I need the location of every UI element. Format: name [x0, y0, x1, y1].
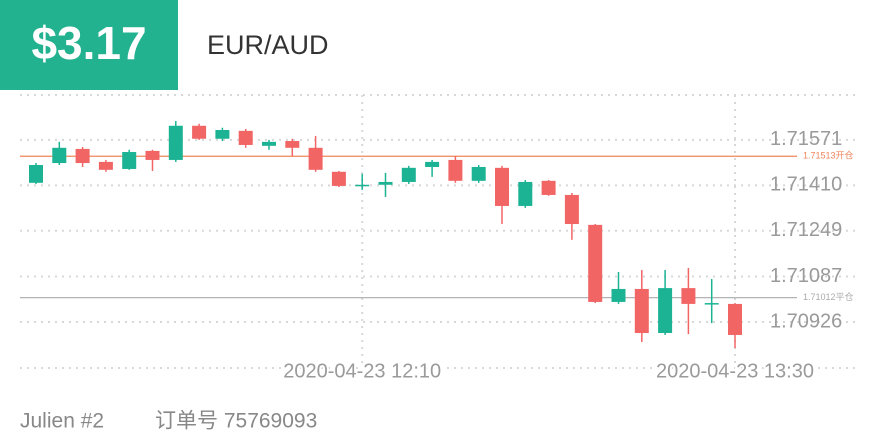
candle-body: [611, 288, 626, 302]
candle-body: [331, 171, 346, 186]
candle-body: [52, 147, 67, 164]
candle-body: [308, 147, 323, 170]
candle-body: [495, 167, 509, 206]
candle-body: [401, 167, 416, 182]
candle-body: [658, 288, 673, 333]
candle-body: [168, 125, 183, 160]
candle-body: [681, 288, 696, 304]
x-tick-label: 2020-04-23 12:10: [283, 360, 441, 382]
candle-body: [425, 161, 440, 167]
candle-body: [285, 141, 300, 148]
trader: Julien #2: [20, 410, 104, 433]
candle-body: [29, 165, 43, 183]
candle-body: [378, 181, 393, 185]
candle-body: [215, 130, 230, 139]
candle-body: [145, 150, 160, 160]
candle-body: [75, 148, 90, 164]
reference-label: 1.71513开仓: [803, 150, 854, 161]
y-tick-label: 1.71571: [770, 128, 842, 150]
y-tick-label: 1.70926: [770, 310, 842, 332]
candle-body: [122, 152, 137, 169]
candle-body: [238, 130, 253, 145]
candle-body: [448, 159, 463, 181]
x-tick-label: 2020-04-23 13:30: [656, 360, 814, 382]
candle-body: [634, 288, 649, 333]
candle-body: [355, 184, 370, 187]
symbol: EUR/AUD: [207, 30, 329, 60]
candle-body: [588, 224, 603, 302]
order-number: 订单号 75769093: [155, 410, 317, 433]
profit: $3.17: [31, 17, 146, 69]
candle-body: [192, 125, 207, 139]
profit-badge: [0, 0, 178, 90]
candle-body: [98, 161, 113, 170]
y-tick-label: 1.71249: [770, 219, 842, 241]
candle-body: [728, 303, 742, 335]
candle-body: [564, 194, 579, 225]
candle-body: [541, 180, 556, 195]
candle-body: [262, 141, 276, 146]
y-tick-label: 1.71410: [770, 174, 842, 196]
candle-body: [471, 166, 486, 181]
candle-body: [518, 181, 533, 206]
plot: 1.70926 1.71087 1.71249 1.71410 1.715711.715…: [20, 94, 860, 384]
y-tick-label: 1.71087: [770, 265, 842, 287]
reference-label: 1.71012平仓: [803, 291, 854, 302]
candle-body: [704, 303, 719, 305]
